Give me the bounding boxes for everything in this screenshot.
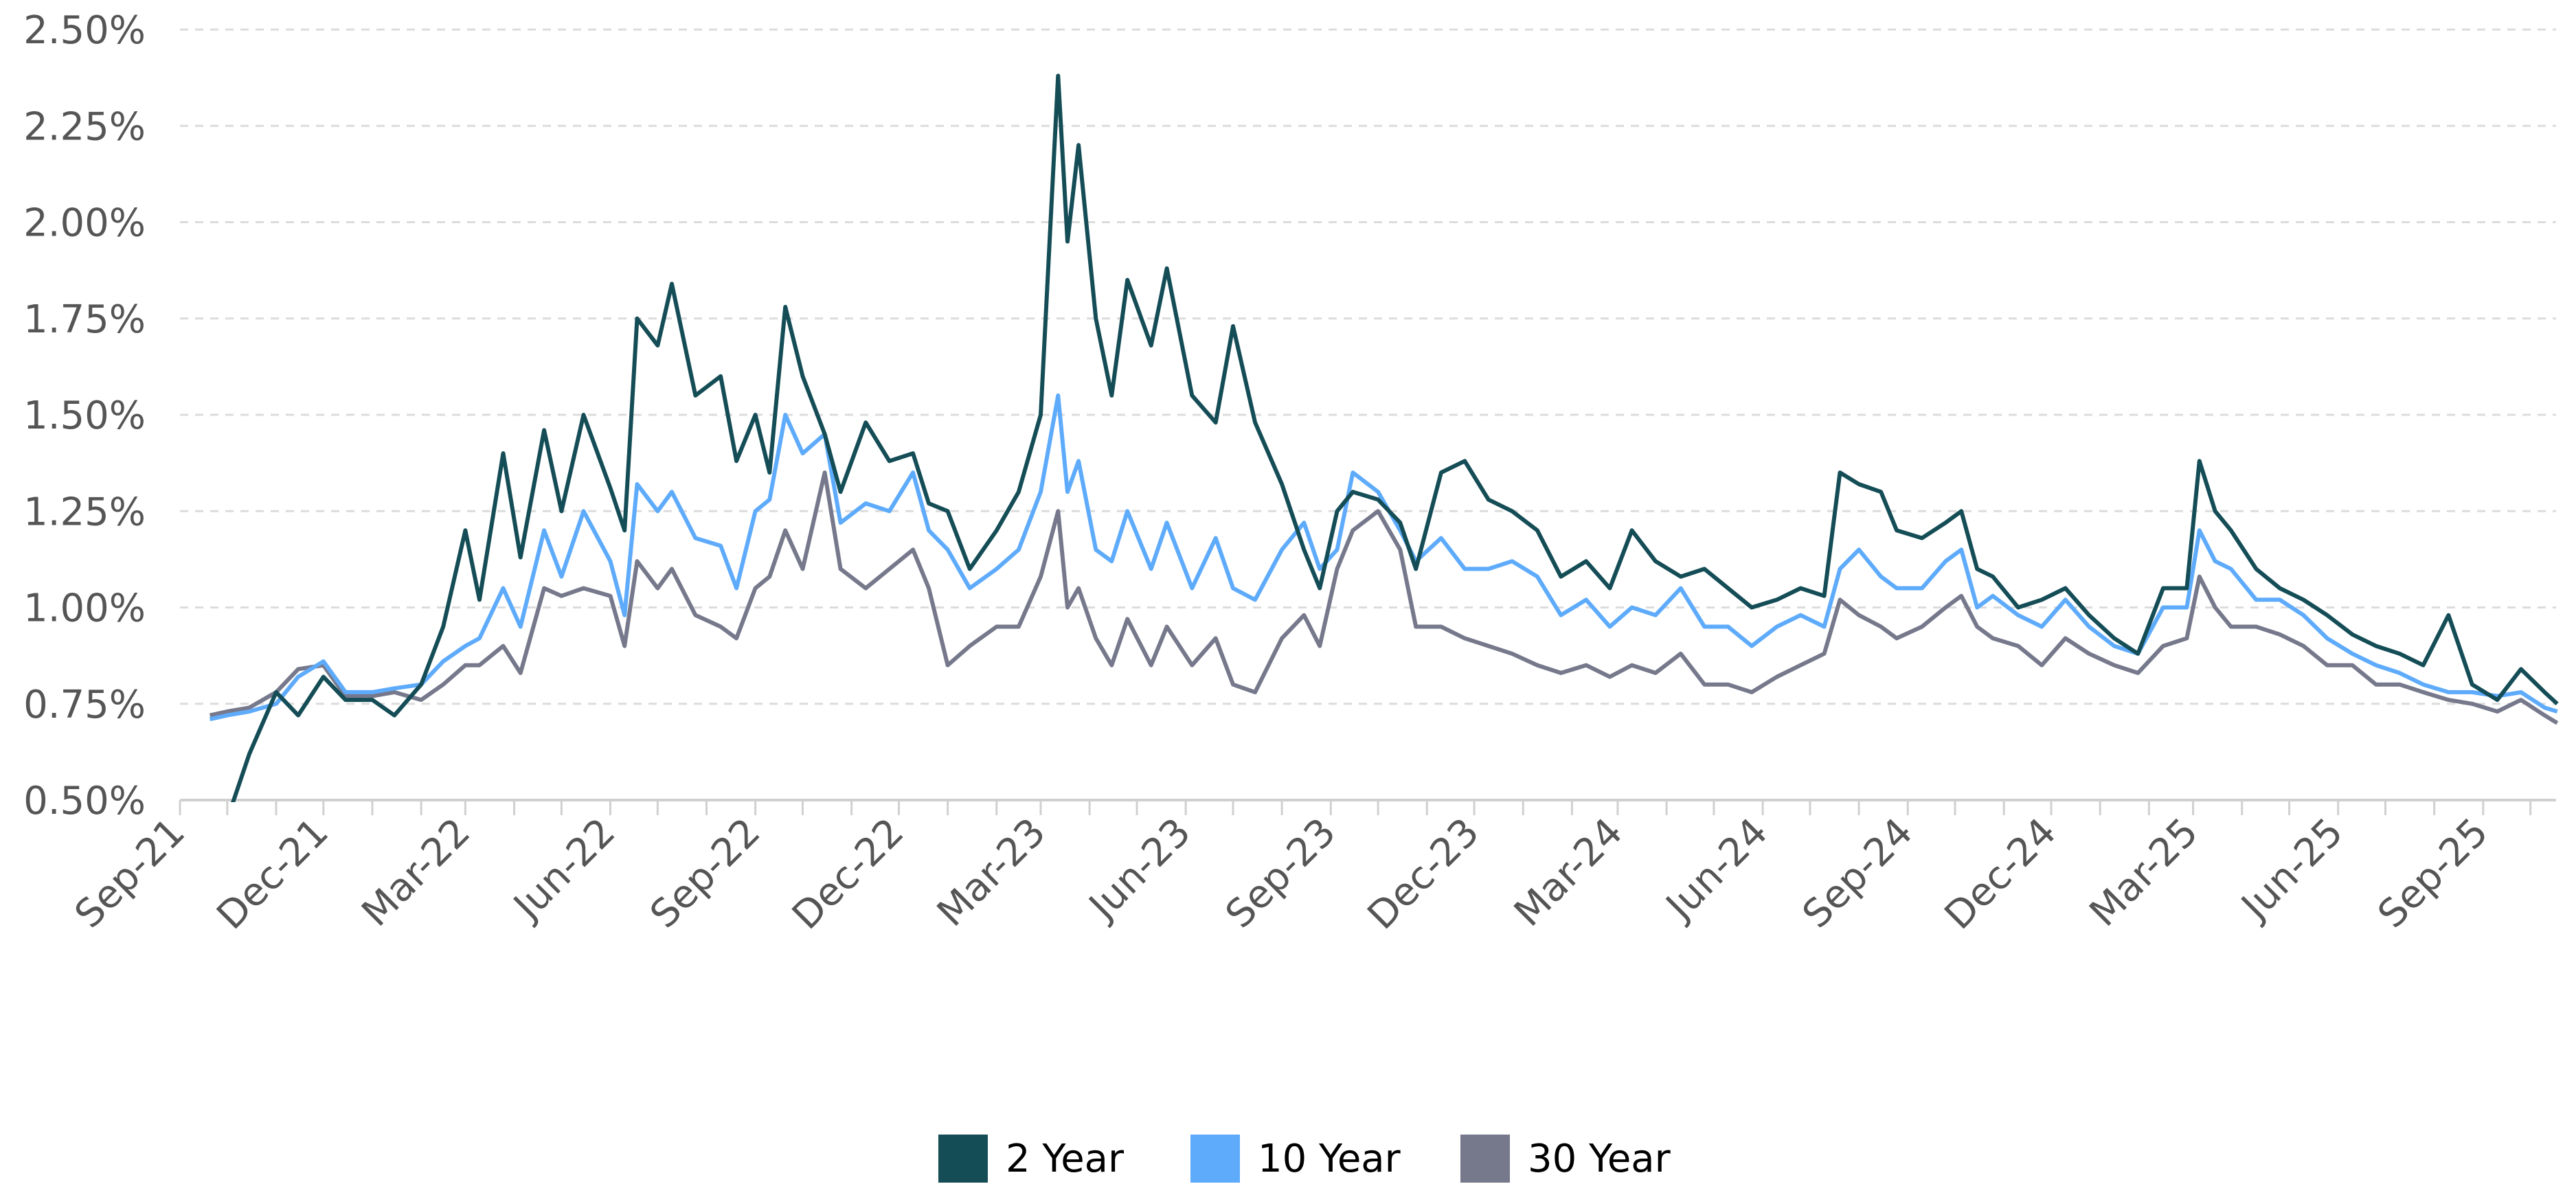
x-tick-label: Jun-25 bbox=[2232, 810, 2352, 930]
legend: 2 Year 10 Year 30 Year bbox=[0, 1133, 2576, 1184]
x-tick-label: Sep-23 bbox=[1217, 810, 1344, 937]
series-line-30-year bbox=[209, 470, 2559, 725]
series-lines bbox=[209, 73, 2559, 802]
y-tick-label: 0.75% bbox=[23, 683, 146, 727]
legend-item-2-year: 2 Year bbox=[938, 1133, 1124, 1184]
x-tick-label: Mar-23 bbox=[929, 810, 1054, 935]
gridlines bbox=[180, 28, 2556, 705]
series-line-2-year bbox=[231, 73, 2559, 802]
legend-swatch-2-year bbox=[938, 1135, 988, 1183]
x-tick-label: Dec-24 bbox=[1936, 810, 2065, 938]
x-tick-label: Sep-25 bbox=[2369, 810, 2496, 937]
x-tick-label: Sep-21 bbox=[67, 810, 194, 937]
y-tick-label: 2.50% bbox=[23, 8, 146, 53]
legend-label-2-year: 2 Year bbox=[1006, 1136, 1124, 1181]
y-tick-label: 1.00% bbox=[23, 587, 146, 631]
legend-swatch-10-year bbox=[1190, 1135, 1240, 1183]
y-tick-label: 2.00% bbox=[23, 201, 146, 246]
legend-item-30-year: 30 Year bbox=[1460, 1133, 1671, 1184]
x-tick-label: Dec-21 bbox=[208, 810, 337, 938]
legend-label-10-year: 10 Year bbox=[1258, 1136, 1401, 1181]
x-tick-label: Jun-22 bbox=[504, 810, 624, 930]
x-tick-label: Mar-25 bbox=[2081, 810, 2207, 935]
x-tick-label: Sep-22 bbox=[642, 810, 769, 937]
y-axis-tick-labels: 0.50% 0.75% 1.00% 1.25% 1.50% 1.75% 2.00% 2.25%… bbox=[23, 8, 146, 823]
x-tick-label: Mar-22 bbox=[353, 810, 479, 935]
x-axis: Sep-21 Dec-21 Mar-22 Jun-22 Sep-22 Dec-22 Mar-… bbox=[67, 799, 2556, 938]
legend-label-30-year: 30 Year bbox=[1528, 1136, 1671, 1181]
legend-swatch-30-year bbox=[1460, 1135, 1510, 1183]
x-tick-label: Jun-23 bbox=[1079, 810, 1199, 930]
y-tick-label: 1.75% bbox=[23, 297, 146, 342]
x-tick-label: Dec-22 bbox=[784, 810, 912, 938]
x-tick-label: Sep-24 bbox=[1794, 810, 1921, 937]
series-line-10-year bbox=[209, 393, 2558, 722]
line-chart: 0.50% 0.75% 1.00% 1.25% 1.50% 1.75% 2.00% 2.25%… bbox=[23, 8, 2559, 938]
legend-item-10-year: 10 Year bbox=[1190, 1133, 1401, 1184]
y-tick-label: 2.25% bbox=[23, 104, 146, 149]
x-tick-label: Dec-23 bbox=[1359, 810, 1488, 938]
y-tick-label: 1.50% bbox=[23, 394, 146, 438]
x-tick-label: Mar-24 bbox=[1506, 810, 1631, 935]
x-tick-label: Jun-24 bbox=[1656, 810, 1776, 930]
y-tick-label: 1.25% bbox=[23, 490, 146, 534]
y-tick-label: 0.50% bbox=[23, 779, 146, 823]
